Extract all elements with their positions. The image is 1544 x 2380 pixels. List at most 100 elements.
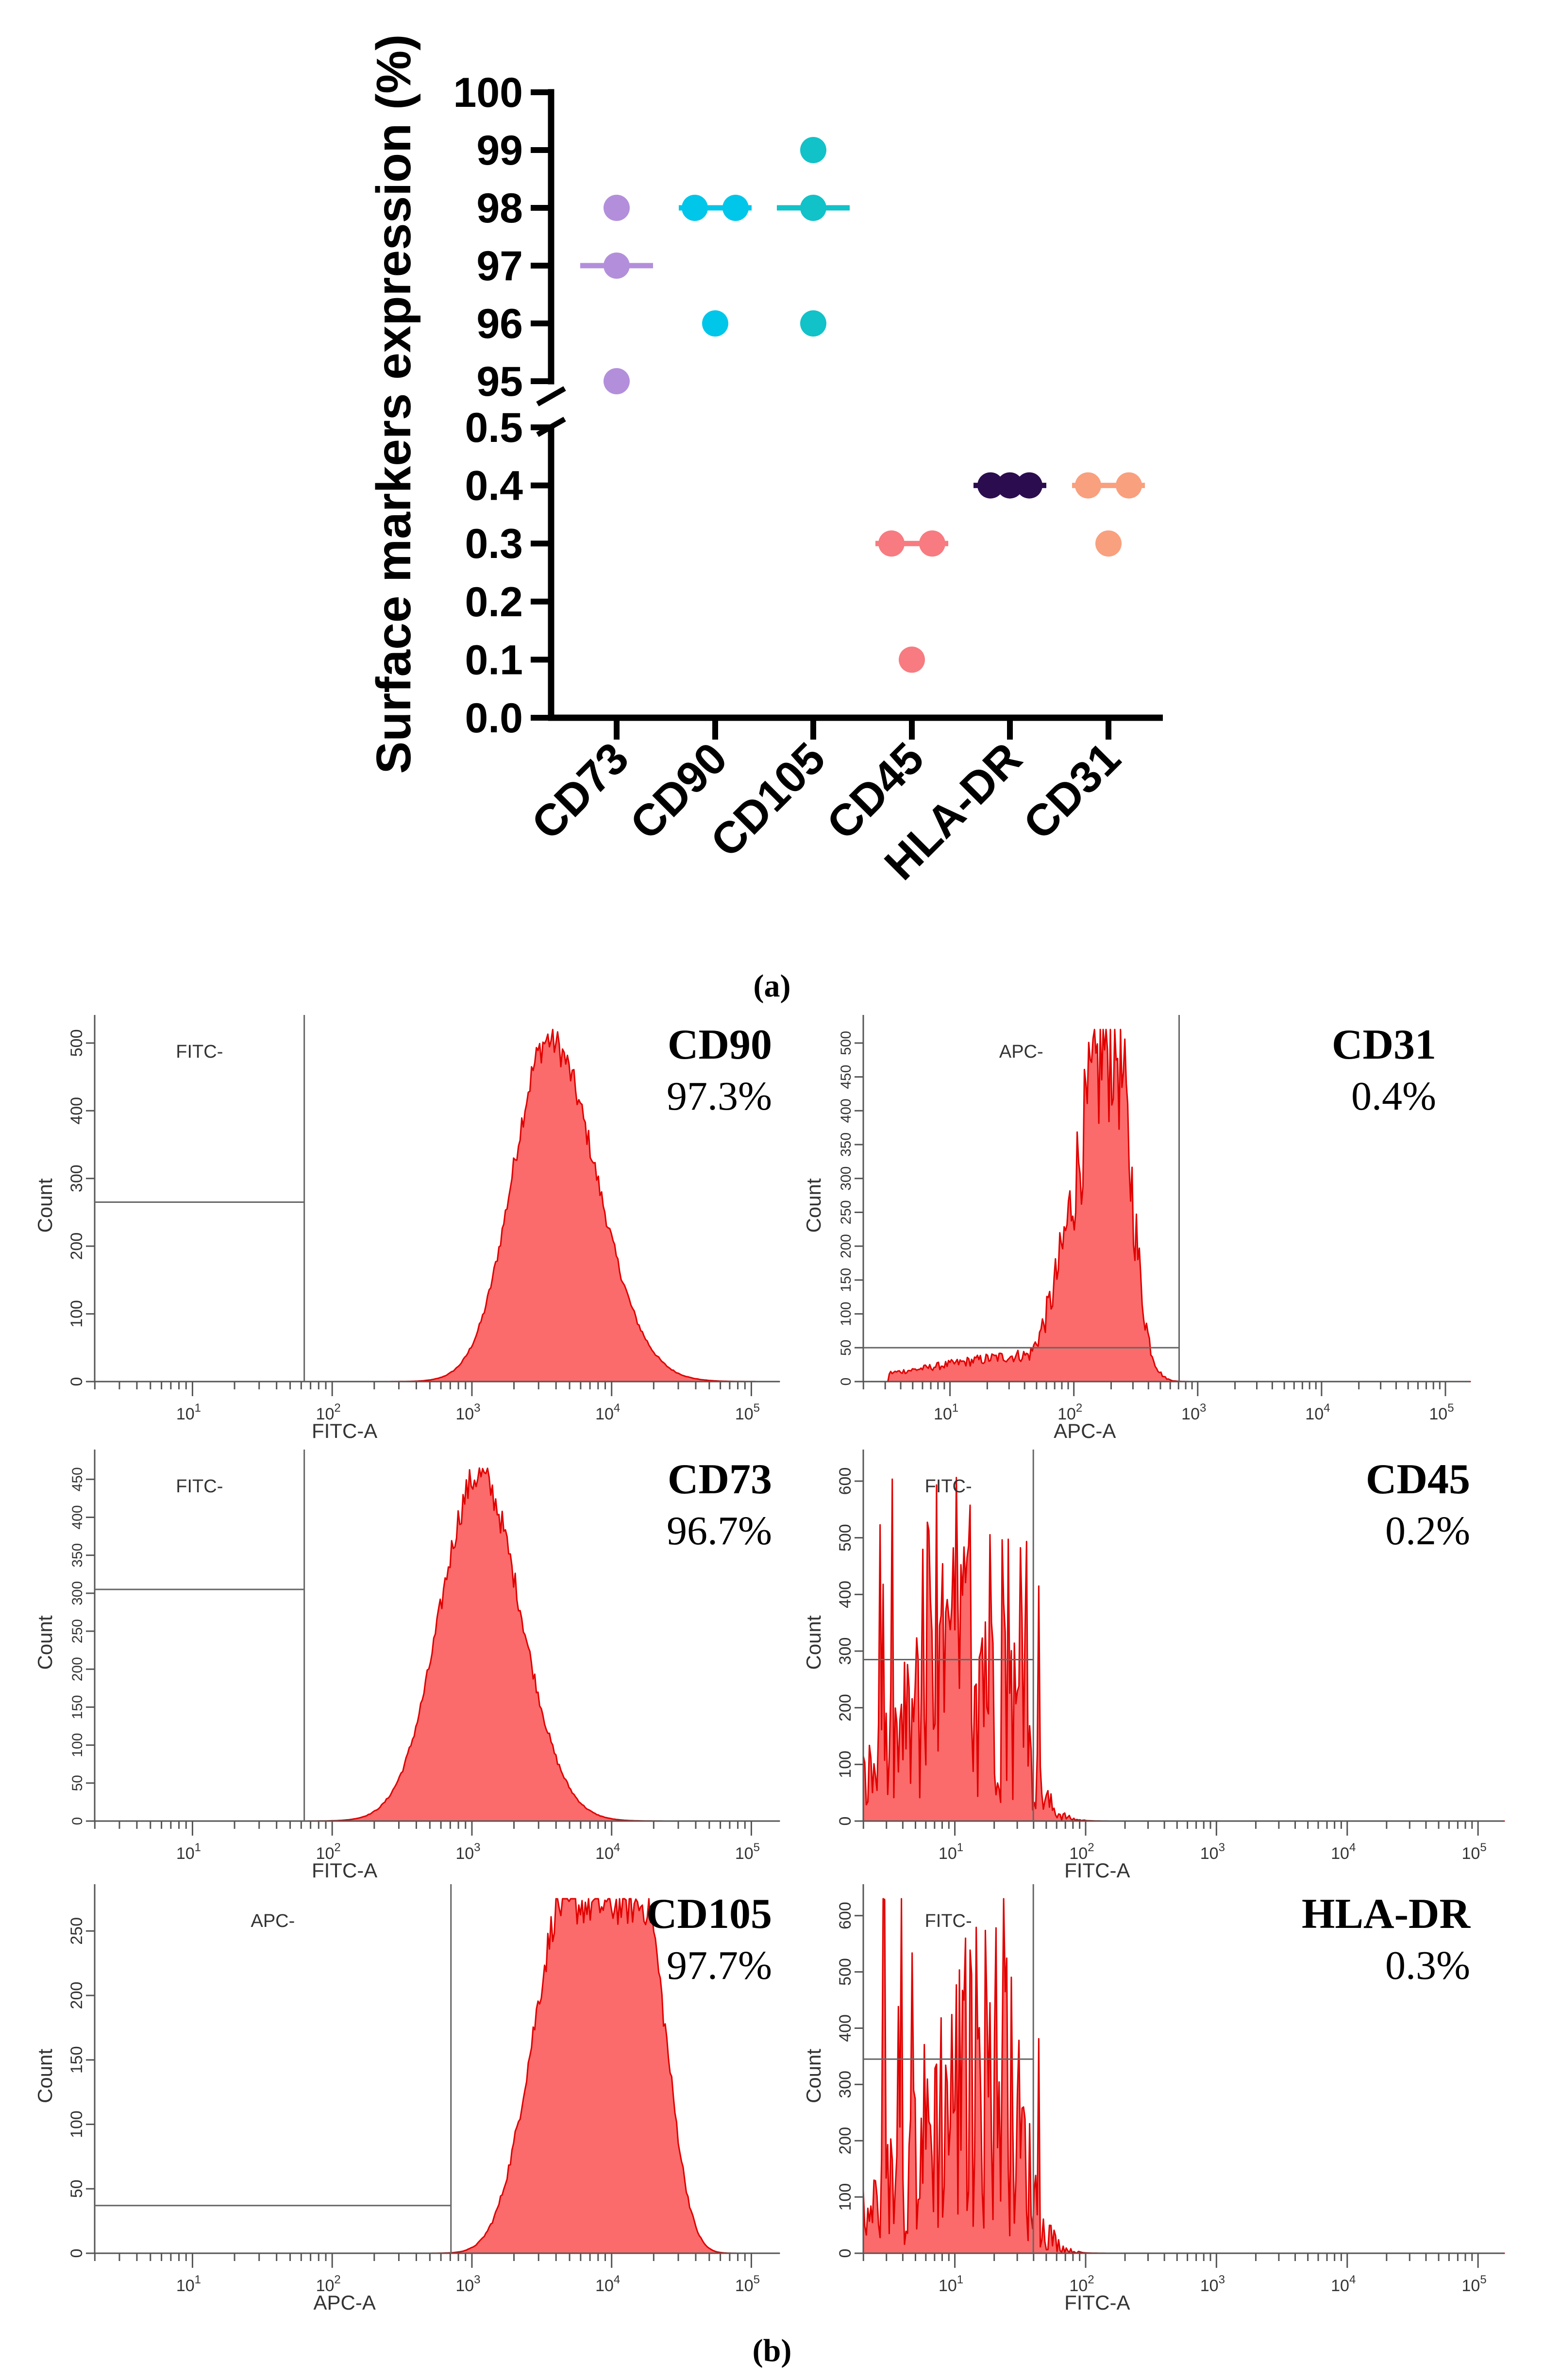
x-tick-exponent: 2 xyxy=(1088,1841,1094,1854)
gate-label: APC- xyxy=(999,1042,1043,1062)
marker-title: CD90 xyxy=(668,1021,772,1068)
gate-label: FITC- xyxy=(925,1911,972,1931)
y-tick-label: 450 xyxy=(838,1065,854,1089)
x-tick-label: CD73 xyxy=(522,733,638,849)
x-tick-exponent: 3 xyxy=(1200,1401,1206,1415)
x-axis-title: FITC-A xyxy=(312,1419,377,1442)
y-tick-label: 350 xyxy=(838,1132,854,1157)
y-axis-title: Count xyxy=(34,1615,56,1670)
y-tick-label: 200 xyxy=(836,2127,855,2155)
y-tick-label: 300 xyxy=(836,2071,855,2098)
x-axis-title: APC-A xyxy=(313,2291,375,2314)
y-tick-label: 200 xyxy=(69,1657,85,1681)
y-tick-label: 500 xyxy=(836,1524,855,1552)
x-tick-exponent: 2 xyxy=(1076,1401,1082,1415)
panel-a-label: (a) xyxy=(754,968,791,1004)
x-tick-exponent: 4 xyxy=(614,1841,620,1854)
positive-percent: 96.7% xyxy=(667,1508,772,1553)
y-tick-label: 97 xyxy=(476,243,523,289)
y-tick-label: 100 xyxy=(69,1733,85,1757)
data-point xyxy=(997,472,1023,499)
x-tick-label: 101 xyxy=(939,1841,963,1863)
y-tick-label: 100 xyxy=(453,69,523,116)
x-tick-exponent: 3 xyxy=(474,2273,480,2286)
y-tick-label: 500 xyxy=(838,1031,854,1055)
x-tick-exponent: 4 xyxy=(1349,2273,1356,2286)
y-tick-label: 200 xyxy=(67,1232,86,1260)
data-point xyxy=(899,646,925,673)
x-tick-label: 104 xyxy=(1305,1401,1330,1423)
y-tick-label: 0 xyxy=(67,2249,86,2258)
x-tick-label: CD31 xyxy=(1014,733,1130,849)
x-tick-label: 103 xyxy=(1200,2273,1225,2295)
y-tick-label: 200 xyxy=(67,1982,86,2009)
y-axis-title: Count xyxy=(802,2049,825,2103)
y-tick-label: 300 xyxy=(67,1165,86,1192)
y-tick-label: 300 xyxy=(69,1581,85,1605)
x-tick-exponent: 5 xyxy=(754,1401,760,1415)
marker-title: CD45 xyxy=(1366,1456,1470,1503)
x-tick-exponent: 1 xyxy=(952,1401,958,1415)
x-tick-exponent: 5 xyxy=(754,1841,760,1854)
x-tick-exponent: 4 xyxy=(614,1401,620,1415)
y-tick-label: 400 xyxy=(67,1097,86,1125)
y-axis-title: Surface markers expression (%) xyxy=(367,34,421,774)
y-tick-label: 0 xyxy=(69,1817,85,1825)
x-tick-label: 104 xyxy=(595,1401,620,1423)
panel-b-label: (b) xyxy=(753,2333,792,2368)
x-tick-exponent: 3 xyxy=(1219,1841,1225,1854)
x-tick-exponent: 3 xyxy=(474,1841,480,1854)
positive-percent: 97.3% xyxy=(667,1074,772,1119)
x-tick-label: 103 xyxy=(455,2273,480,2295)
y-tick-label: 150 xyxy=(67,2046,86,2074)
x-tick-label: 102 xyxy=(1057,1401,1082,1423)
y-tick-label: 200 xyxy=(836,1694,855,1722)
y-tick-label: 0.3 xyxy=(465,521,523,567)
marker-title: CD73 xyxy=(668,1456,772,1503)
x-tick-label: 105 xyxy=(735,1841,760,1863)
y-axis-title: Count xyxy=(802,1615,825,1670)
x-axis-title: FITC-A xyxy=(1064,1859,1130,1882)
y-tick-label: 100 xyxy=(67,1300,86,1328)
marker-title: CD105 xyxy=(646,1890,772,1938)
y-axis-title: Count xyxy=(34,2049,56,2103)
x-tick-exponent: 1 xyxy=(195,2273,201,2286)
y-tick-label: 50 xyxy=(67,2179,86,2198)
x-tick-exponent: 2 xyxy=(334,1401,340,1415)
marker-title: CD31 xyxy=(1332,1021,1436,1068)
x-tick-exponent: 2 xyxy=(334,1841,340,1854)
x-tick-exponent: 2 xyxy=(334,2273,340,2286)
data-point xyxy=(1095,530,1122,557)
y-tick-label: 95 xyxy=(476,358,523,405)
x-tick-label: 104 xyxy=(1331,1841,1356,1863)
y-tick-label: 100 xyxy=(836,1751,855,1778)
positive-percent: 0.4% xyxy=(1351,1074,1436,1119)
y-tick-label: 0 xyxy=(836,2249,855,2258)
data-point xyxy=(722,195,749,221)
x-tick-label: 104 xyxy=(595,2273,620,2295)
axis-break-mark xyxy=(536,386,566,406)
positive-percent: 97.7% xyxy=(667,1943,772,1988)
data-point xyxy=(682,195,708,221)
gate-label: APC- xyxy=(251,1911,295,1931)
data-point xyxy=(702,310,728,337)
y-tick-label: 300 xyxy=(836,1637,855,1665)
x-tick-exponent: 5 xyxy=(754,2273,760,2286)
y-tick-label: 400 xyxy=(836,1581,855,1608)
x-axis-title: FITC-A xyxy=(1064,2291,1130,2314)
y-tick-label: 450 xyxy=(69,1467,85,1491)
x-tick-label: 103 xyxy=(1181,1401,1206,1423)
x-tick-label: 105 xyxy=(1429,1401,1454,1423)
data-point xyxy=(604,368,630,394)
data-point xyxy=(800,137,826,163)
x-tick-label: 101 xyxy=(176,1401,201,1423)
y-tick-label: 500 xyxy=(836,1958,855,1986)
x-tick-label: 105 xyxy=(1462,2273,1487,2295)
data-point xyxy=(878,530,905,557)
